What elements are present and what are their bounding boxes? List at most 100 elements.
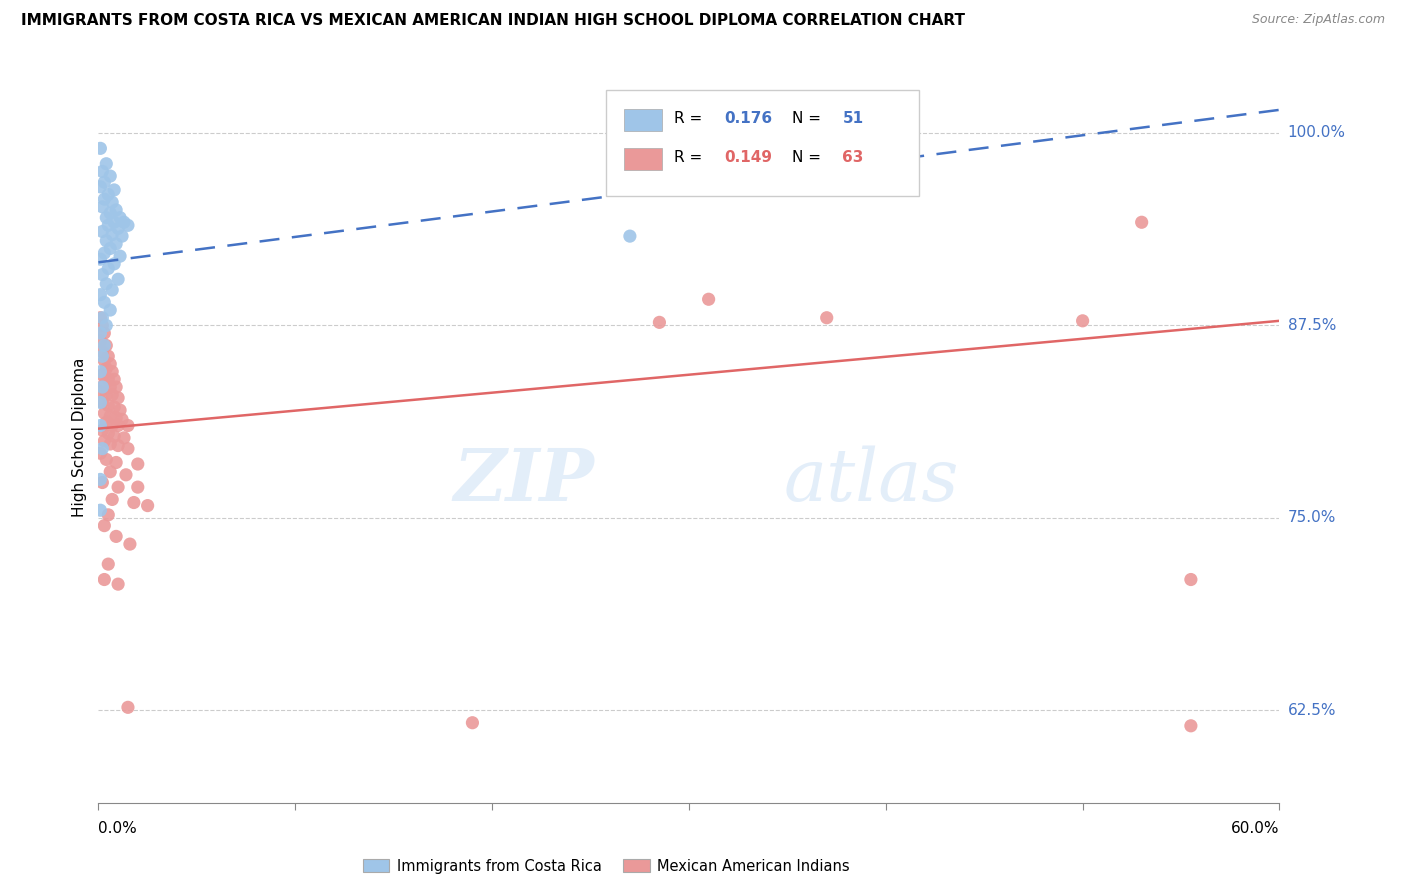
Text: 87.5%: 87.5% (1288, 318, 1336, 333)
Point (108, 211, 131, 225)
Point (97, 349, 120, 363)
Text: 0.149: 0.149 (724, 150, 772, 165)
Point (97, 508, 120, 522)
Point (89, 179, 111, 194)
Point (91, 268, 114, 282)
Point (103, 215, 125, 229)
Point (96, 211, 118, 225)
Legend: Immigrants from Costa Rica, Mexican American Indians: Immigrants from Costa Rica, Mexican Amer… (357, 853, 855, 880)
Point (89, 310, 111, 325)
Text: Source: ZipAtlas.com: Source: ZipAtlas.com (1251, 13, 1385, 27)
Point (815, 310, 838, 325)
Point (107, 221, 129, 235)
Point (91, 442, 114, 456)
Point (96, 388, 118, 402)
Point (91, 310, 114, 325)
Text: N =: N = (792, 150, 825, 165)
Point (89, 472, 111, 486)
Text: ZIP: ZIP (454, 445, 595, 516)
Point (93, 573, 115, 587)
Point (98, 357, 121, 371)
Point (136, 499, 159, 513)
Point (98, 465, 121, 479)
Text: 0.0%: 0.0% (98, 822, 138, 837)
Point (89, 141, 111, 155)
Point (115, 467, 138, 482)
Point (97, 219, 120, 233)
Point (103, 400, 125, 414)
Point (101, 388, 124, 402)
Point (105, 455, 128, 469)
Point (101, 492, 124, 507)
Point (107, 577, 129, 591)
Point (93, 192, 115, 206)
Point (91, 344, 114, 359)
Point (98, 242, 121, 256)
Point (117, 418, 139, 433)
Point (101, 195, 124, 210)
FancyBboxPatch shape (624, 110, 662, 131)
Point (648, 315, 671, 329)
Point (89, 334, 111, 348)
Text: N =: N = (792, 112, 825, 127)
Point (103, 372, 125, 386)
Point (93, 338, 115, 352)
Point (93, 406, 115, 420)
Point (117, 219, 139, 233)
Point (89, 287, 111, 301)
Point (96, 338, 118, 352)
Point (118, 537, 141, 551)
Point (98, 303, 121, 318)
Point (111, 412, 134, 426)
Point (93, 376, 115, 391)
Text: R =: R = (673, 112, 707, 127)
Point (98, 206, 121, 220)
Point (107, 438, 129, 452)
Point (107, 272, 129, 286)
Point (1130, 215, 1153, 229)
Point (127, 480, 149, 494)
FancyBboxPatch shape (606, 90, 920, 195)
Text: 63: 63 (842, 150, 863, 165)
Point (91, 200, 114, 214)
Point (1071, 314, 1094, 328)
Point (96, 416, 118, 430)
Point (1180, 573, 1202, 587)
Point (93, 326, 115, 340)
Point (101, 283, 124, 297)
Point (108, 403, 131, 417)
Point (98, 380, 121, 394)
Point (697, 292, 720, 306)
Point (96, 452, 118, 467)
Text: atlas: atlas (783, 446, 959, 516)
Point (93, 246, 115, 260)
Text: IMMIGRANTS FROM COSTA RICA VS MEXICAN AMERICAN INDIAN HIGH SCHOOL DIPLOMA CORREL: IMMIGRANTS FROM COSTA RICA VS MEXICAN AM… (21, 13, 965, 29)
Point (112, 215, 135, 229)
Point (127, 457, 149, 471)
Point (103, 257, 125, 271)
Point (97, 187, 120, 202)
Point (91, 349, 114, 363)
Point (619, 229, 641, 244)
Point (91, 395, 114, 409)
Point (97, 426, 120, 441)
Point (105, 236, 128, 251)
Text: 75.0%: 75.0% (1288, 510, 1336, 525)
Text: 100.0%: 100.0% (1288, 126, 1346, 140)
Point (91, 164, 114, 178)
Point (107, 418, 129, 433)
FancyBboxPatch shape (624, 148, 662, 170)
Point (89, 446, 111, 460)
Point (96, 277, 118, 291)
Point (105, 410, 128, 425)
Point (97, 261, 120, 276)
Point (122, 495, 145, 509)
Text: 0.176: 0.176 (724, 112, 772, 127)
Point (103, 183, 125, 197)
Point (91, 225, 114, 239)
Point (91, 380, 114, 394)
Point (89, 395, 111, 409)
Text: 62.5%: 62.5% (1288, 703, 1336, 718)
Point (98, 169, 121, 183)
Point (101, 418, 124, 433)
